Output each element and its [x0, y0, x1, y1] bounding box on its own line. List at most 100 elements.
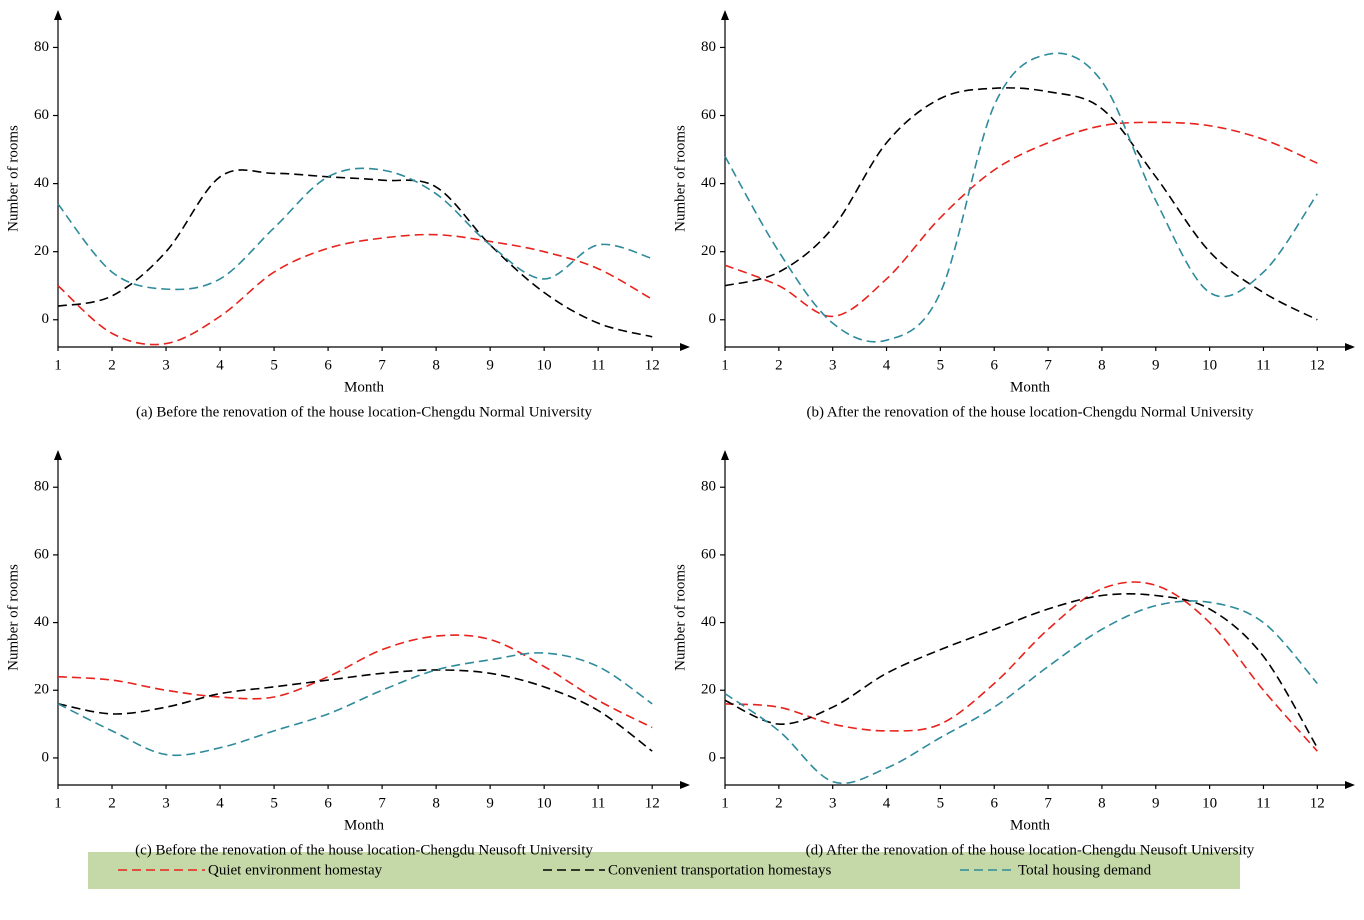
x-tick-label: 1	[721, 357, 729, 373]
series-line	[724, 121, 1318, 318]
x-tick-label: 4	[883, 795, 891, 811]
y-tick-label: 80	[34, 479, 49, 495]
series-line	[57, 233, 653, 346]
x-tick-label: 3	[829, 357, 837, 373]
y-axis-label: Number of rooms	[672, 564, 688, 671]
x-tick-label: 11	[1256, 795, 1270, 811]
x-tick-label: 10	[537, 795, 552, 811]
x-tick-label: 3	[162, 795, 170, 811]
y-tick-label: 80	[34, 39, 49, 55]
y-tick-label: 40	[701, 614, 716, 630]
x-tick-label: 12	[1310, 357, 1325, 373]
series-line	[57, 634, 653, 729]
x-tick-label: 8	[432, 357, 440, 373]
x-tick-label: 8	[432, 795, 440, 811]
caption: (c) Before the renovation of the house l…	[135, 842, 593, 858]
x-tick-label: 12	[1310, 795, 1325, 811]
x-tick-label: 9	[486, 357, 494, 373]
y-tick-label: 60	[701, 107, 716, 123]
x-tick-label: 9	[1152, 795, 1160, 811]
y-tick-label: 0	[709, 749, 717, 765]
y-axis-label: Number of rooms	[5, 125, 21, 232]
caption: (d) After the renovation of the house lo…	[806, 842, 1255, 858]
x-tick-label: 5	[270, 795, 278, 811]
x-tick-label: 3	[162, 357, 170, 373]
y-tick-label: 0	[709, 311, 717, 327]
y-axis-arrow	[721, 10, 729, 20]
x-tick-label: 1	[54, 357, 62, 373]
y-axis-arrow	[54, 450, 62, 460]
x-tick-label: 7	[378, 357, 386, 373]
x-tick-label: 9	[1152, 357, 1160, 373]
x-tick-label: 1	[54, 795, 62, 811]
x-tick-label: 10	[1202, 357, 1217, 373]
x-tick-label: 2	[775, 357, 783, 373]
x-tick-label: 5	[937, 795, 945, 811]
y-axis-arrow	[54, 10, 62, 20]
series-line	[724, 581, 1318, 752]
x-axis-label: Month	[344, 817, 385, 833]
series-line	[724, 87, 1318, 321]
x-tick-label: 7	[1044, 357, 1052, 373]
y-axis-label: Number of rooms	[5, 564, 21, 671]
x-tick-label: 8	[1098, 357, 1106, 373]
series-line	[57, 167, 653, 291]
x-axis-label: Month	[344, 379, 385, 395]
x-axis-label: Month	[1010, 379, 1051, 395]
y-tick-label: 60	[34, 107, 49, 123]
x-tick-label: 4	[216, 357, 224, 373]
x-tick-label: 6	[324, 357, 332, 373]
x-axis-arrow	[680, 343, 690, 351]
x-axis-label: Month	[1010, 817, 1051, 833]
y-tick-label: 60	[701, 546, 716, 562]
y-tick-label: 80	[701, 479, 716, 495]
x-tick-label: 3	[829, 795, 837, 811]
y-tick-label: 0	[42, 749, 50, 765]
x-tick-label: 2	[775, 795, 783, 811]
x-tick-label: 6	[324, 795, 332, 811]
y-tick-label: 40	[34, 614, 49, 630]
x-tick-label: 10	[537, 357, 552, 373]
x-tick-label: 12	[645, 795, 660, 811]
x-tick-label: 4	[883, 357, 891, 373]
x-axis-arrow	[1345, 343, 1355, 351]
y-tick-label: 20	[701, 682, 716, 698]
x-tick-label: 2	[108, 357, 116, 373]
x-tick-label: 5	[270, 357, 278, 373]
x-tick-label: 7	[1044, 795, 1052, 811]
y-axis-label: Number of rooms	[672, 125, 688, 232]
y-tick-label: 20	[34, 682, 49, 698]
x-axis-arrow	[680, 781, 690, 789]
x-tick-label: 11	[591, 357, 605, 373]
x-tick-label: 11	[1256, 357, 1270, 373]
x-tick-label: 9	[486, 795, 494, 811]
legend-label: Quiet environment homestay	[208, 862, 383, 878]
x-tick-label: 4	[216, 795, 224, 811]
series-line	[57, 669, 653, 752]
y-tick-label: 20	[701, 243, 716, 259]
legend-label: Convenient transportation homestays	[608, 862, 831, 878]
series-line	[57, 652, 653, 757]
y-tick-label: 40	[34, 175, 49, 191]
x-tick-label: 6	[990, 795, 998, 811]
y-tick-label: 20	[34, 243, 49, 259]
series-line	[724, 600, 1318, 784]
legend-label: Total housing demand	[1018, 862, 1152, 878]
legend-box	[88, 852, 1240, 889]
x-tick-label: 8	[1098, 795, 1106, 811]
y-axis-arrow	[721, 450, 729, 460]
caption: (a) Before the renovation of the house l…	[136, 404, 593, 420]
x-tick-label: 7	[378, 795, 386, 811]
y-tick-label: 80	[701, 39, 716, 55]
x-tick-label: 6	[990, 357, 998, 373]
x-tick-label: 5	[937, 357, 945, 373]
x-tick-label: 10	[1202, 795, 1217, 811]
series-line	[724, 593, 1318, 749]
x-tick-label: 12	[645, 357, 660, 373]
x-tick-label: 11	[591, 795, 605, 811]
y-tick-label: 0	[42, 311, 50, 327]
x-tick-label: 1	[721, 795, 729, 811]
x-axis-arrow	[1345, 781, 1355, 789]
